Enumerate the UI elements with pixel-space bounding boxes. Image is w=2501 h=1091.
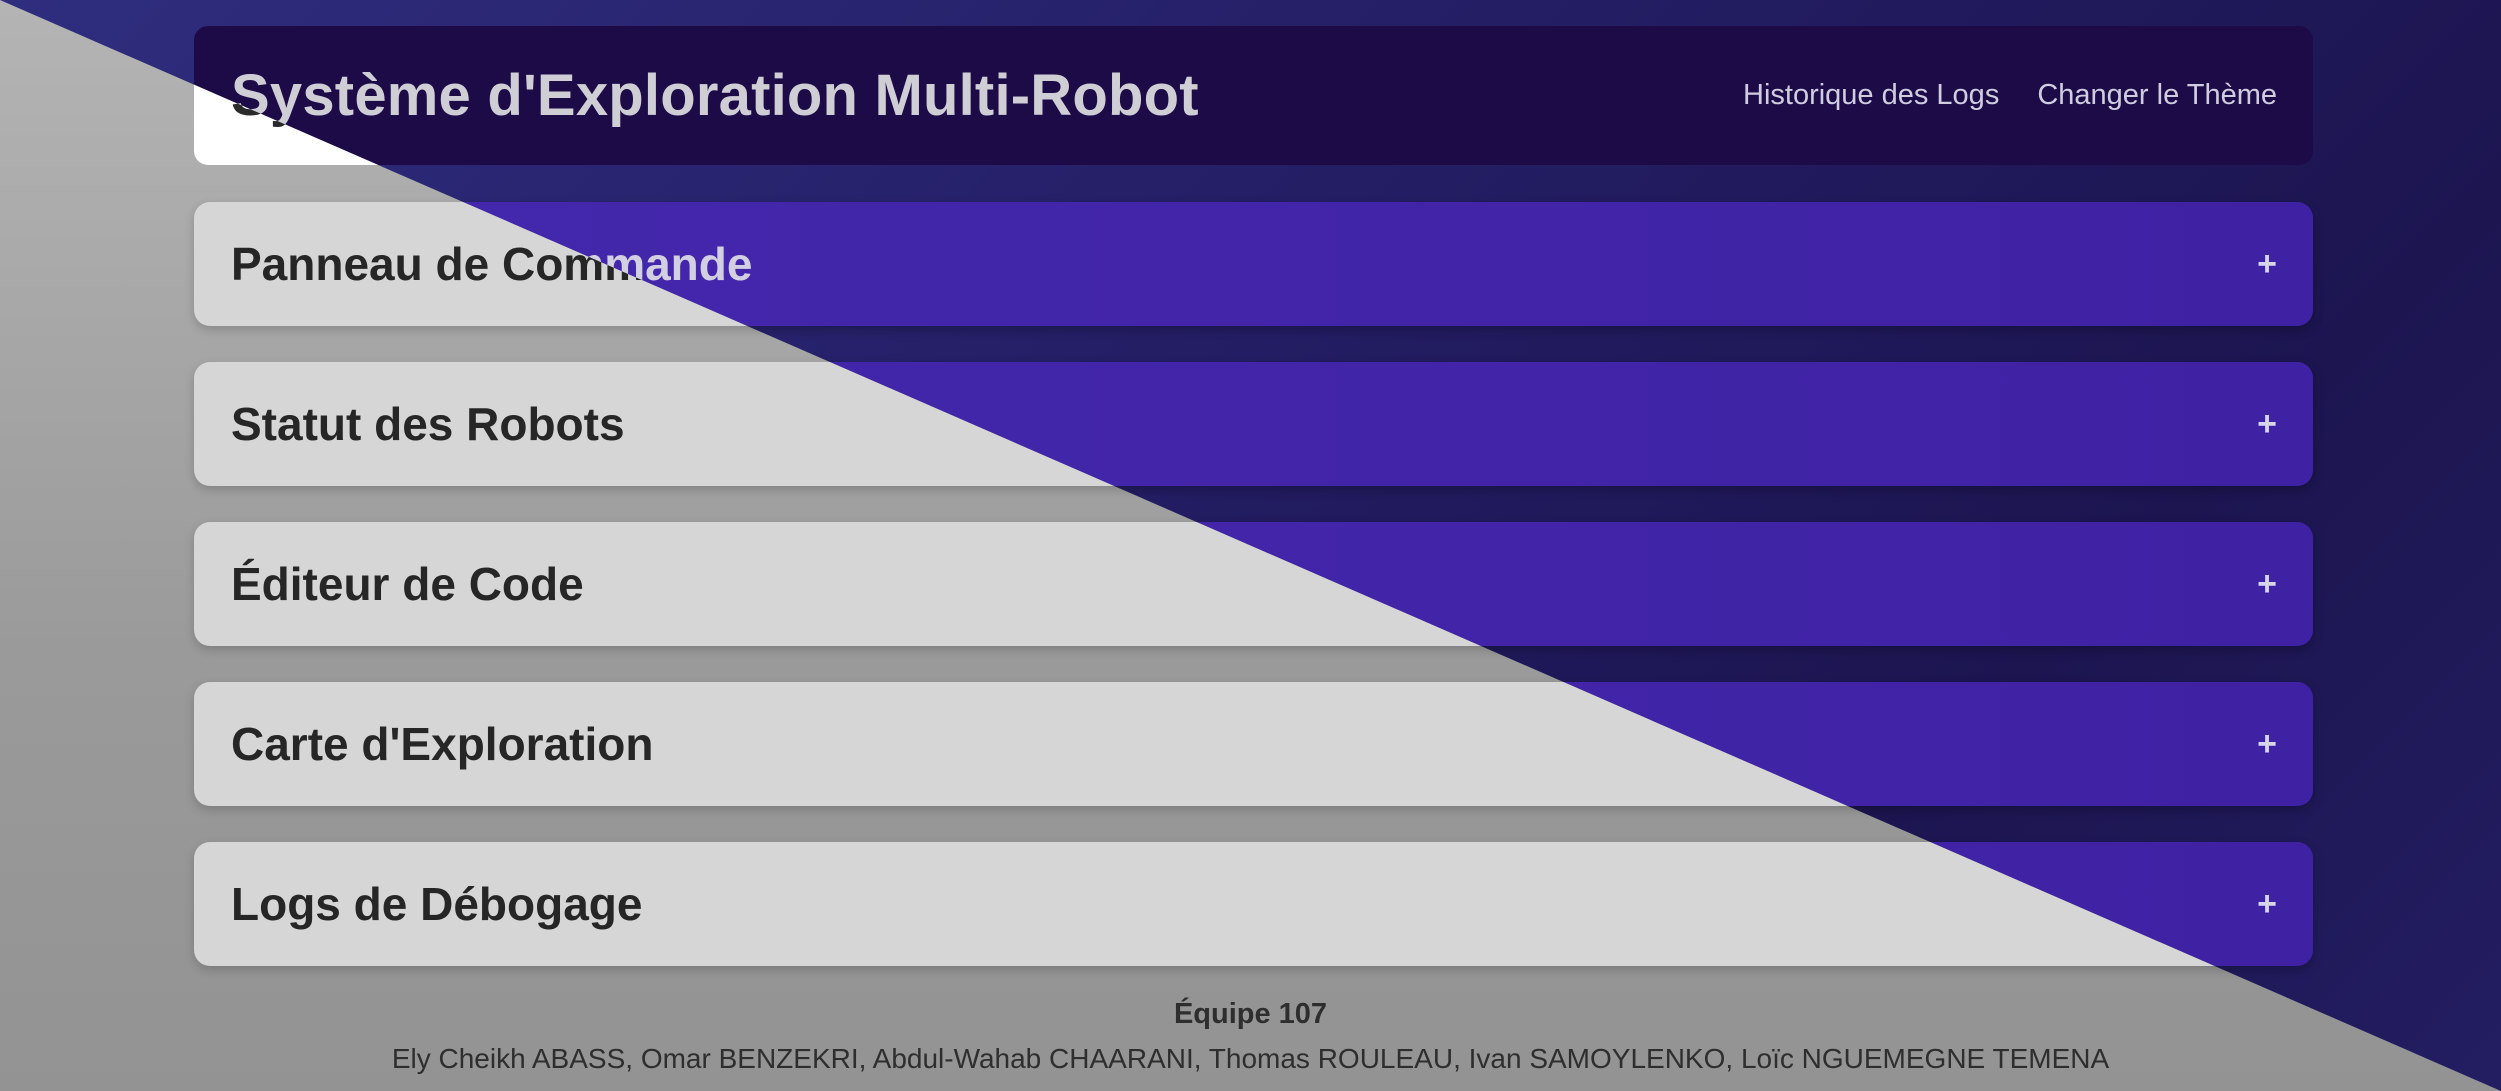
app-header: Système d'Exploration Multi-Robot Histor… — [194, 26, 2313, 165]
page-title: Système d'Exploration Multi-Robot — [231, 63, 1199, 128]
expand-plus-icon[interactable]: + — [2257, 244, 2277, 283]
expand-plus-icon[interactable]: + — [2257, 884, 2277, 923]
section-title: Éditeur de Code — [231, 558, 584, 610]
expand-plus-icon[interactable]: + — [2257, 404, 2277, 443]
team-name: Équipe 107 — [1173, 998, 1328, 1030]
section-debug-logs[interactable]: Logs de Débogage + — [194, 842, 2313, 966]
section-title: Statut des Robots — [231, 398, 625, 450]
section-title: Logs de Débogage — [231, 878, 643, 930]
header-nav: Historique des Logs Changer le Thème — [1743, 79, 2277, 112]
team-members: Ely Cheikh ABASS, Omar BENZEKRI, Abdul-W… — [391, 1043, 2110, 1074]
expand-plus-icon[interactable]: + — [2257, 564, 2277, 603]
change-theme-link[interactable]: Changer le Thème — [2037, 79, 2277, 111]
logs-history-link[interactable]: Historique des Logs — [1743, 79, 2000, 111]
section-title: Carte d'Exploration — [231, 718, 654, 770]
expand-plus-icon[interactable]: + — [2257, 724, 2277, 763]
page-footer: Équipe 107 Ely Cheikh ABASS, Omar BENZEK… — [0, 998, 2501, 1075]
